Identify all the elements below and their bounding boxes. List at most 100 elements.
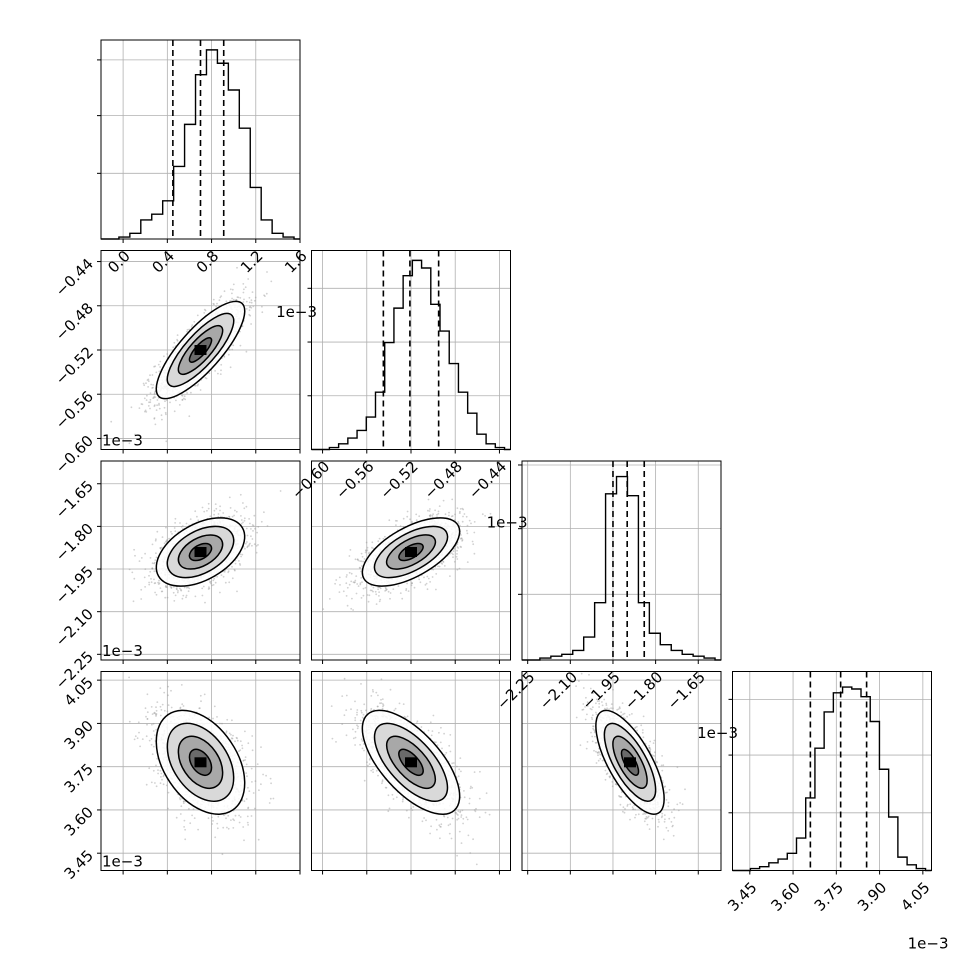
sample-point — [438, 505, 441, 507]
sample-point — [250, 299, 253, 302]
sample-point — [164, 400, 166, 403]
sample-point — [220, 574, 223, 576]
sample-point — [170, 586, 173, 589]
sample-point — [250, 323, 253, 325]
sample-point — [143, 576, 146, 579]
sample-point — [263, 294, 265, 297]
sample-point — [413, 586, 416, 589]
sample-point — [191, 324, 194, 326]
sample-point — [158, 579, 160, 582]
sample-point — [173, 527, 176, 529]
sample-point — [405, 588, 408, 590]
sample-point — [150, 383, 153, 386]
sample-point — [185, 586, 188, 589]
sample-point — [432, 513, 434, 515]
sample-point — [462, 508, 465, 511]
histogram-panel-0 — [97, 39, 301, 240]
sample-point — [350, 580, 353, 583]
sample-point — [187, 590, 190, 593]
sample-point — [423, 576, 425, 579]
sample-point — [448, 511, 450, 514]
sample-point — [462, 515, 464, 518]
sample-point — [362, 587, 365, 590]
sample-point — [153, 417, 156, 419]
sample-point — [456, 543, 459, 545]
sample-point — [188, 415, 191, 418]
sample-point — [349, 549, 352, 551]
sample-point — [441, 563, 444, 565]
sample-point — [466, 529, 468, 532]
sample-point — [188, 328, 191, 331]
sample-point — [395, 524, 397, 526]
sample-point — [250, 535, 252, 538]
sample-point — [214, 503, 217, 505]
sample-point — [361, 555, 364, 558]
sample-point — [203, 308, 206, 311]
sample-point — [228, 581, 231, 584]
sample-point — [356, 558, 359, 561]
sample-point — [189, 518, 192, 520]
sample-point — [236, 296, 239, 298]
sample-point — [240, 519, 243, 521]
sample-point — [377, 588, 379, 591]
sample-point — [216, 302, 218, 305]
sample-point — [243, 298, 245, 301]
sample-point — [159, 687, 162, 689]
sample-point — [231, 577, 234, 580]
sample-point — [153, 570, 156, 573]
sample-point — [231, 565, 233, 568]
sample-point — [470, 522, 472, 525]
sample-point — [458, 512, 461, 514]
sample-point — [232, 283, 235, 286]
sample-point — [248, 313, 251, 316]
sample-point — [367, 600, 370, 603]
sample-point — [451, 498, 454, 501]
sample-point — [406, 582, 408, 585]
sample-point — [149, 401, 152, 404]
sample-point — [202, 585, 205, 588]
sample-point — [154, 365, 157, 368]
sample-point — [251, 544, 253, 547]
sample-point — [228, 516, 231, 518]
sample-point — [149, 407, 151, 410]
sample-point — [253, 299, 256, 302]
sample-point — [459, 508, 462, 510]
sample-point — [387, 590, 390, 593]
sample-point — [186, 330, 188, 333]
sample-point — [180, 526, 183, 528]
sample-point — [379, 586, 381, 589]
sample-point — [257, 526, 260, 528]
sample-point — [342, 590, 345, 593]
sample-point — [378, 591, 380, 593]
sample-point — [214, 581, 217, 584]
sample-point — [157, 583, 160, 585]
sample-point — [153, 393, 156, 396]
sample-point — [426, 588, 429, 591]
sample-point — [466, 524, 469, 527]
sample-point — [484, 515, 486, 517]
sample-point — [231, 515, 234, 518]
sample-point — [138, 560, 141, 562]
sample-point — [437, 510, 440, 513]
sample-point — [399, 525, 402, 527]
sample-point — [225, 300, 228, 303]
sample-point — [442, 561, 445, 563]
sample-point — [212, 584, 215, 586]
histogram-step — [101, 49, 300, 240]
sample-point — [448, 514, 450, 517]
sample-point — [215, 305, 218, 308]
sample-point — [140, 403, 143, 405]
sample-point — [261, 305, 263, 308]
sample-point — [164, 585, 167, 588]
sample-point — [379, 598, 382, 601]
sample-point — [458, 567, 461, 570]
sample-point — [246, 545, 249, 548]
sample-point — [368, 552, 370, 555]
sample-point — [224, 581, 227, 584]
sample-point — [459, 524, 461, 527]
sample-point — [151, 374, 154, 376]
sample-point — [279, 490, 282, 492]
sample-point — [246, 534, 249, 537]
sample-point — [236, 266, 238, 269]
sample-point — [159, 546, 162, 549]
